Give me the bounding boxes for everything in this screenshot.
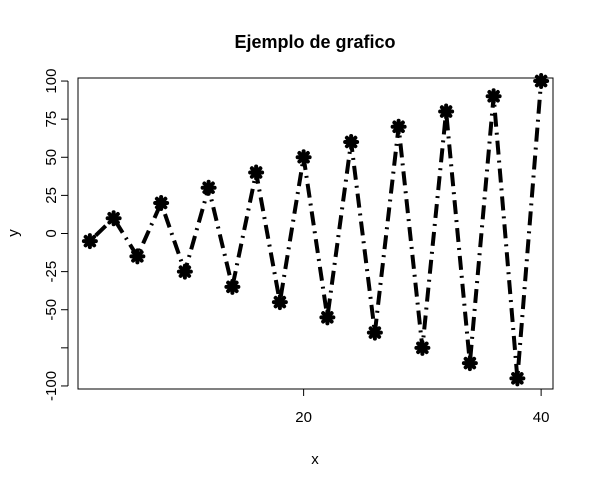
data-point xyxy=(224,278,241,295)
series-points xyxy=(81,73,550,387)
data-point xyxy=(105,210,122,227)
series-polyline xyxy=(88,80,544,381)
data-point xyxy=(200,179,217,196)
y-tick-label: 0 xyxy=(43,229,60,237)
data-point xyxy=(81,233,98,250)
x-tick-label: 40 xyxy=(533,409,550,426)
data-point xyxy=(461,355,478,372)
data-point xyxy=(176,263,193,280)
data-point xyxy=(343,134,360,151)
data-point xyxy=(248,164,265,181)
y-axis: 100 75 50 25 0 -25 -50 -100 xyxy=(43,69,69,401)
data-point xyxy=(129,248,146,265)
series-line xyxy=(88,80,544,381)
plot-frame xyxy=(77,77,554,390)
x-tick-label: 20 xyxy=(295,409,312,426)
y-tick-label: -100 xyxy=(43,371,60,401)
data-point xyxy=(390,118,407,135)
x-axis: 20 40 xyxy=(295,389,549,426)
data-point xyxy=(295,149,312,166)
y-tick-label: 25 xyxy=(43,187,60,204)
data-point xyxy=(366,324,383,341)
y-tick-label: 75 xyxy=(43,111,60,128)
x-axis-label: x xyxy=(311,451,319,468)
chart-title: Ejemplo de grafico xyxy=(234,32,395,52)
data-point xyxy=(414,339,431,356)
data-point xyxy=(319,309,336,326)
data-point xyxy=(485,88,502,105)
y-tick-label: 50 xyxy=(43,149,60,166)
y-tick-label: -50 xyxy=(43,299,60,321)
y-tick-label: 100 xyxy=(43,69,60,94)
data-point xyxy=(509,370,526,387)
y-tick-label: -25 xyxy=(43,261,60,283)
data-point xyxy=(438,103,455,120)
data-point xyxy=(271,294,288,311)
data-point xyxy=(533,73,550,90)
y-axis-label: y xyxy=(5,229,22,237)
data-point xyxy=(153,195,170,212)
